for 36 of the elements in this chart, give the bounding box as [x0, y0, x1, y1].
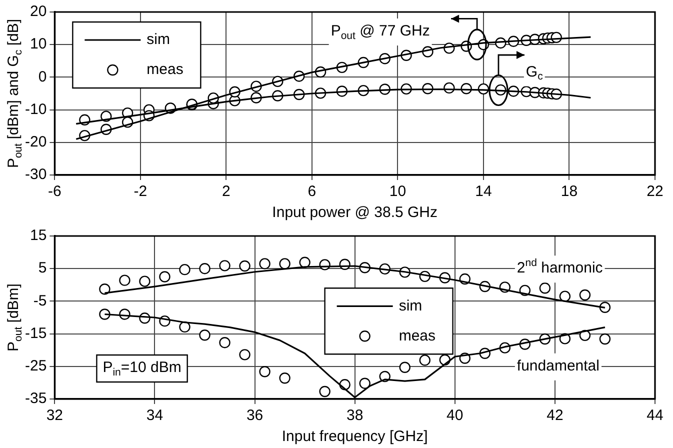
x-axis-title: Input power @ 38.5 GHz	[272, 204, 438, 222]
x-tick-label: 6	[308, 183, 316, 200]
x-tick-label: -6	[48, 183, 62, 200]
x-tick-label: -2	[134, 183, 148, 200]
y-tick-label: 15	[30, 227, 47, 244]
x-tick-label: 18	[560, 183, 578, 200]
x-tick-label: 34	[146, 407, 164, 424]
y-tick-label: 10	[30, 36, 47, 53]
y-tick-label: 0	[38, 68, 47, 86]
x-tick-label: 10	[389, 183, 406, 200]
y-tick-label: -10	[24, 100, 47, 118]
x-axis-title: Input frequency [GHz]	[282, 428, 428, 446]
y-tick-label: -30	[24, 166, 47, 184]
x-tick-label: 32	[46, 407, 64, 424]
legend-label: sim	[398, 297, 422, 314]
x-tick-label: 40	[446, 407, 464, 424]
y-tick-label: -20	[24, 134, 47, 151]
y-tick-label: -5	[33, 292, 47, 310]
legend-label: meas	[398, 327, 436, 344]
annotation: fundamental	[516, 358, 600, 375]
x-tick-label: 42	[546, 407, 564, 424]
y-tick-label: 5	[38, 260, 47, 277]
y-axis-title: Pout [dBm] and Gc [dB]	[5, 18, 24, 168]
y-tick-label: -15	[24, 324, 47, 342]
x-tick-label: 2	[222, 183, 230, 200]
legend-label: meas	[146, 61, 184, 78]
y-axis-title: Pout [dBm]	[5, 284, 24, 352]
x-tick-label: 38	[346, 407, 364, 424]
x-tick-label: 14	[475, 183, 492, 200]
x-tick-label: 22	[646, 183, 664, 200]
legend-label: sim	[146, 31, 170, 48]
y-tick-label: -25	[24, 358, 47, 375]
x-tick-label: 36	[246, 407, 264, 424]
x-tick-label: 44	[646, 407, 664, 424]
y-tick-label: 20	[30, 3, 47, 20]
y-tick-label: -35	[24, 390, 47, 408]
